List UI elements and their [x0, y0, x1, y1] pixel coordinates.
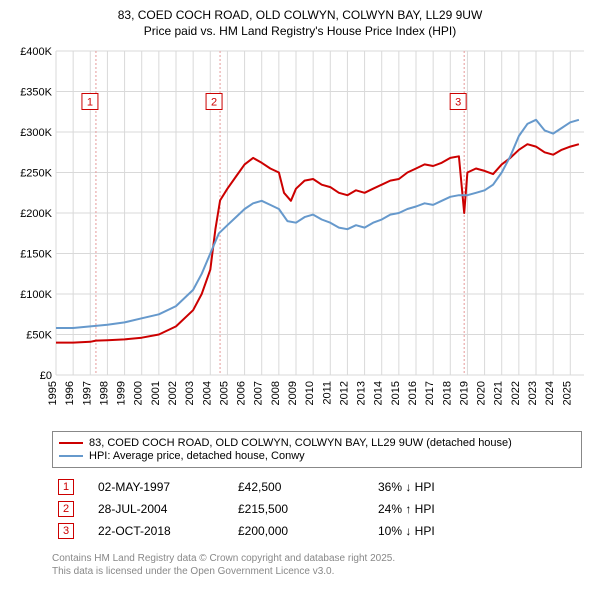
- legend-label: HPI: Average price, detached house, Conw…: [89, 450, 305, 462]
- table-row: 1 02-MAY-1997£42,50036% ↓ HPI: [52, 476, 582, 498]
- x-tick-label: 2000: [133, 381, 145, 405]
- footer: Contains HM Land Registry data © Crown c…: [52, 552, 590, 578]
- marker-number: 2: [211, 97, 217, 109]
- x-tick-label: 2019: [458, 381, 470, 405]
- x-tick-label: 2018: [441, 381, 453, 405]
- y-tick-label: £250K: [20, 168, 52, 180]
- x-tick-label: 1996: [64, 381, 76, 405]
- transaction-delta: 36% ↓ HPI: [372, 476, 582, 498]
- legend-swatch: [59, 455, 83, 457]
- x-tick-label: 2022: [510, 381, 522, 405]
- x-tick-label: 1997: [81, 381, 93, 405]
- transaction-number-box: 2: [58, 501, 74, 517]
- x-tick-label: 2010: [304, 381, 316, 405]
- transaction-price: £42,500: [232, 476, 372, 498]
- y-tick-label: £0: [40, 370, 52, 382]
- table-row: 2 28-JUL-2004£215,50024% ↑ HPI: [52, 498, 582, 520]
- x-tick-label: 2023: [527, 381, 539, 405]
- x-tick-label: 2006: [236, 381, 248, 405]
- y-tick-label: £200K: [20, 208, 52, 220]
- table-row: 3 22-OCT-2018£200,00010% ↓ HPI: [52, 520, 582, 542]
- x-tick-label: 2009: [287, 381, 299, 405]
- legend: 83, COED COCH ROAD, OLD COLWYN, COLWYN B…: [52, 431, 582, 468]
- transaction-date: 22-OCT-2018: [92, 520, 232, 542]
- x-tick-label: 2021: [493, 381, 505, 405]
- transaction-delta: 10% ↓ HPI: [372, 520, 582, 542]
- x-tick-label: 2025: [561, 381, 573, 405]
- transaction-number-box: 3: [58, 523, 74, 539]
- x-tick-label: 2008: [270, 381, 282, 405]
- x-tick-label: 2011: [321, 381, 333, 405]
- title-line-2: Price paid vs. HM Land Registry's House …: [10, 24, 590, 40]
- footer-line-1: Contains HM Land Registry data © Crown c…: [52, 552, 590, 565]
- transactions-table: 1 02-MAY-1997£42,50036% ↓ HPI 2 28-JUL-2004…: [52, 476, 582, 542]
- x-tick-label: 2012: [338, 381, 350, 405]
- legend-item: 83, COED COCH ROAD, OLD COLWYN, COLWYN B…: [59, 437, 575, 449]
- x-tick-label: 2013: [356, 381, 368, 405]
- legend-label: 83, COED COCH ROAD, OLD COLWYN, COLWYN B…: [89, 437, 512, 449]
- transaction-number-box: 1: [58, 479, 74, 495]
- y-tick-label: £300K: [20, 127, 52, 139]
- x-tick-label: 2016: [407, 381, 419, 405]
- x-tick-label: 2003: [184, 381, 196, 405]
- marker-number: 1: [87, 97, 93, 109]
- title-line-1: 83, COED COCH ROAD, OLD COLWYN, COLWYN B…: [10, 8, 590, 24]
- transaction-delta: 24% ↑ HPI: [372, 498, 582, 520]
- x-tick-label: 2017: [424, 381, 436, 405]
- title-block: 83, COED COCH ROAD, OLD COLWYN, COLWYN B…: [10, 8, 590, 39]
- x-tick-label: 2002: [167, 381, 179, 405]
- y-tick-label: £400K: [20, 46, 52, 58]
- chart-container: 83, COED COCH ROAD, OLD COLWYN, COLWYN B…: [0, 0, 600, 586]
- transaction-price: £215,500: [232, 498, 372, 520]
- y-tick-label: £150K: [20, 249, 52, 261]
- legend-item: HPI: Average price, detached house, Conw…: [59, 450, 575, 462]
- x-tick-label: 2005: [218, 381, 230, 405]
- x-tick-label: 2014: [373, 381, 385, 405]
- x-tick-label: 2004: [201, 381, 213, 405]
- x-tick-label: 1998: [98, 381, 110, 405]
- x-tick-label: 1995: [47, 381, 59, 405]
- y-tick-label: £50K: [26, 330, 52, 342]
- x-tick-label: 2001: [150, 381, 162, 405]
- transaction-price: £200,000: [232, 520, 372, 542]
- transaction-date: 02-MAY-1997: [92, 476, 232, 498]
- y-tick-label: £100K: [20, 289, 52, 301]
- x-tick-label: 2024: [544, 381, 556, 405]
- chart-svg: £0 £50K £100K £150K £200K £250K £300K £350K £400…: [10, 45, 590, 425]
- y-tick-label: £350K: [20, 87, 52, 99]
- x-tick-label: 2007: [253, 381, 265, 405]
- transaction-date: 28-JUL-2004: [92, 498, 232, 520]
- footer-line-2: This data is licensed under the Open Gov…: [52, 565, 590, 578]
- legend-swatch: [59, 442, 83, 444]
- x-tick-label: 2020: [476, 381, 488, 405]
- marker-number: 3: [455, 97, 461, 109]
- x-tick-label: 1999: [116, 381, 128, 405]
- chart-area: £0 £50K £100K £150K £200K £250K £300K £350K £400…: [10, 45, 590, 425]
- x-tick-label: 2015: [390, 381, 402, 405]
